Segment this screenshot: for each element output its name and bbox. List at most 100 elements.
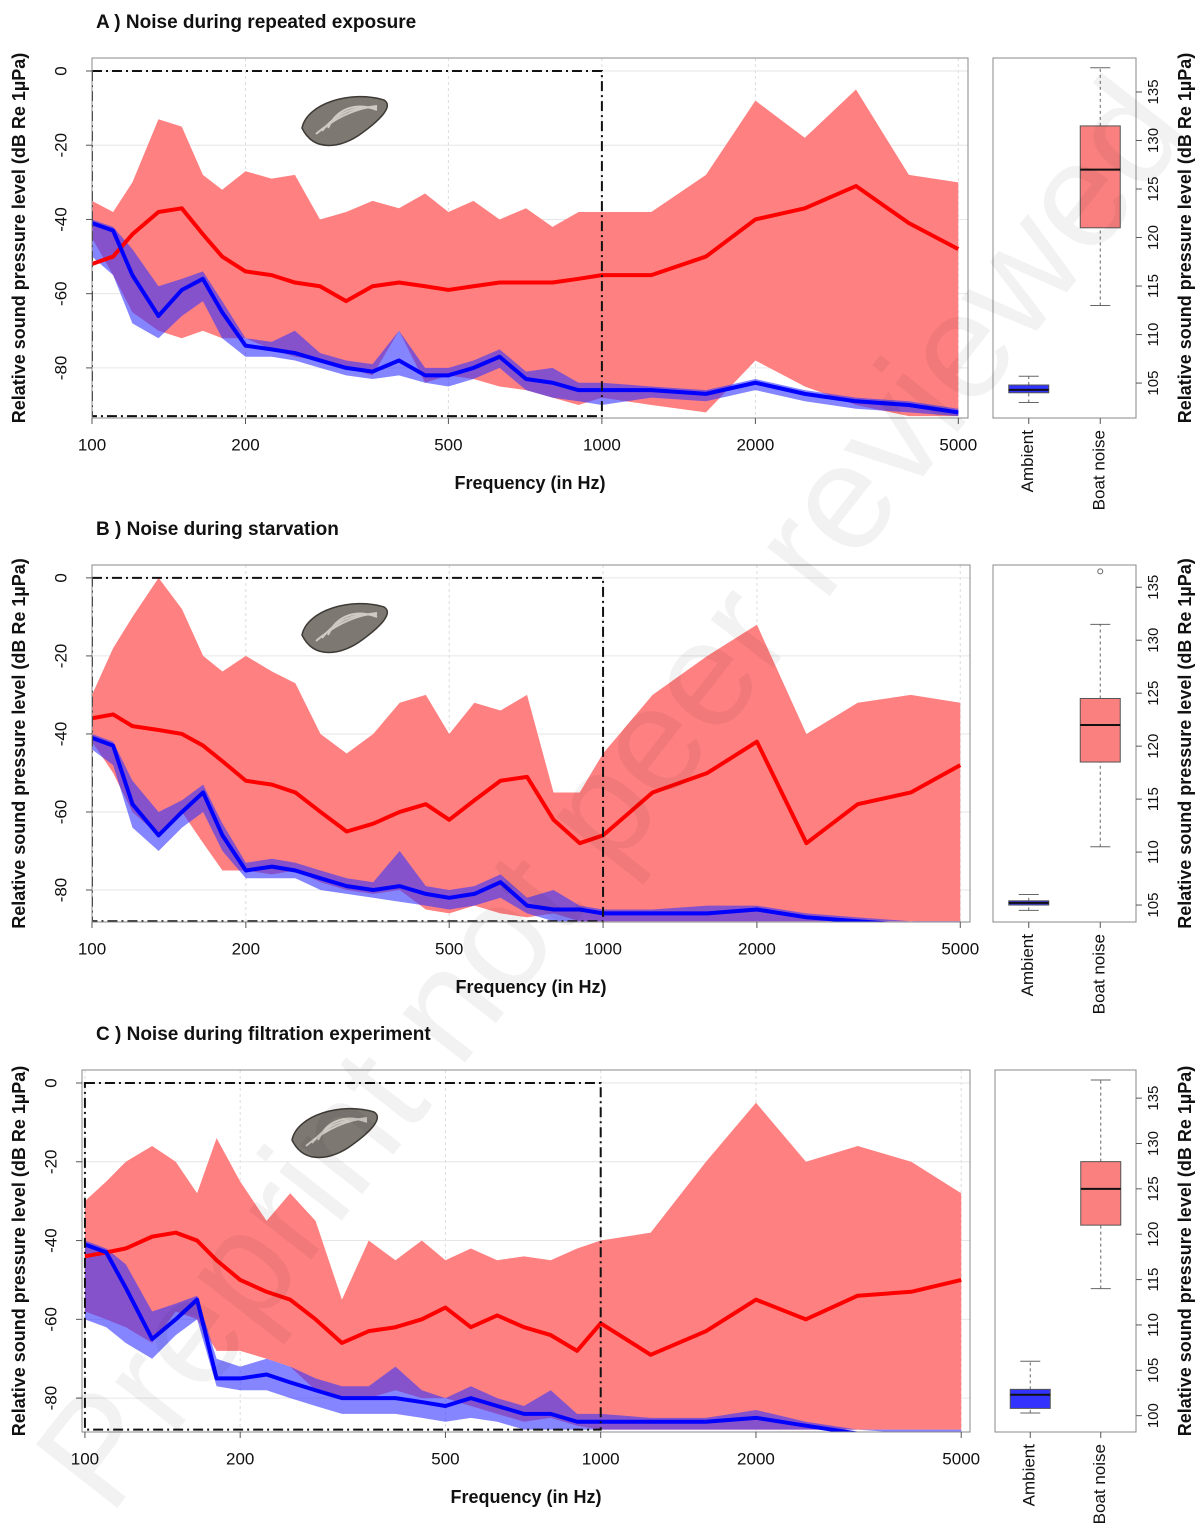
y-tick-label: -40 [51, 722, 70, 747]
y-tick-label: 100 [1145, 1403, 1162, 1428]
x-tick-label: Boat noise [1090, 1444, 1109, 1524]
x-tick-label: 2000 [737, 1449, 775, 1468]
y-axis-label: Relative sound pressure level (dB Re 1µP… [1175, 1066, 1195, 1437]
x-tick-label: 200 [232, 939, 260, 958]
x-tick-label: 100 [71, 1449, 99, 1468]
x-tick-label: Ambient [1018, 430, 1037, 493]
chart-title: A ) Noise during repeated exposure [96, 12, 416, 33]
band [84, 1102, 962, 1430]
y-tick-label: 105 [1145, 371, 1162, 396]
y-tick-label: -20 [41, 1149, 60, 1174]
plot-frame [992, 564, 1137, 923]
y-tick-label: 125 [1145, 176, 1162, 201]
x-tick-label: 1000 [582, 1449, 620, 1468]
x-tick-label: 500 [434, 435, 462, 454]
y-tick-label: 130 [1145, 128, 1162, 153]
mussel-stripe [327, 612, 378, 636]
x-tick-label: 100 [78, 435, 106, 454]
y-tick-label: 115 [1145, 1268, 1162, 1292]
chart-title: B ) Noise during starvation [96, 519, 339, 540]
x-tick-label: Boat noise [1090, 934, 1109, 1014]
y-tick-label: -40 [41, 1228, 60, 1253]
mean-line [92, 712, 962, 846]
y-tick-label: -60 [51, 281, 70, 306]
y-tick-label: 135 [1145, 79, 1162, 104]
plot-area [82, 1070, 970, 1432]
x-axis-label: Frequency (in Hz) [450, 1487, 601, 1507]
y-tick-label: 110 [1145, 840, 1162, 864]
y-tick-label: 105 [1145, 1358, 1162, 1383]
plot-area [92, 58, 968, 418]
plot-frame [81, 1069, 971, 1433]
y-tick-label: 120 [1145, 734, 1162, 759]
x-axis-label: Frequency (in Hz) [454, 473, 605, 493]
y-tick-label: 115 [1145, 787, 1162, 811]
y-axis-label: Relative sound pressure level (dB Re 1µP… [1175, 53, 1195, 424]
x-axis-label: Frequency (in Hz) [455, 977, 606, 997]
y-tick-label: 120 [1145, 225, 1162, 250]
mean-line [84, 1230, 962, 1357]
y-tick-label: -80 [41, 1386, 60, 1411]
plot-frame [91, 564, 971, 923]
mean-line [92, 735, 896, 922]
outlier [1097, 568, 1104, 575]
chart-title: C ) Noise during filtration experiment [96, 1024, 431, 1045]
y-tick-label: 135 [1145, 575, 1162, 600]
x-tick-label: 2000 [738, 939, 776, 958]
mussel-icon [301, 602, 389, 654]
y-axis-label: Relative sound pressure level (dB Re 1µP… [9, 558, 29, 929]
y-tick-label: 0 [51, 66, 70, 75]
x-tick-label: 5000 [941, 939, 979, 958]
highlight-box [92, 576, 605, 922]
y-tick-label: 105 [1145, 893, 1162, 918]
mean-line [92, 221, 959, 415]
x-tick-label: Ambient [1020, 1444, 1039, 1507]
highlight-box [83, 1081, 602, 1431]
y-tick-label: 0 [41, 1078, 60, 1087]
x-tick-label: Ambient [1018, 934, 1037, 997]
band [92, 577, 961, 922]
y-axis-label: Relative sound pressure level (dB Re 1µP… [1175, 558, 1195, 929]
y-tick-label: -60 [51, 800, 70, 825]
y-tick-label: 115 [1145, 274, 1162, 298]
plot-area [92, 565, 970, 922]
y-axis-label: Relative sound pressure level (dB Re 1µP… [9, 53, 29, 424]
y-tick-label: -20 [51, 133, 70, 158]
mean-line [92, 184, 960, 304]
y-tick-label: -80 [51, 356, 70, 381]
mean-line [84, 1242, 864, 1432]
mussel-icon [301, 95, 389, 147]
box [1080, 1161, 1122, 1226]
box [1009, 1388, 1051, 1409]
y-axis-label: Relative sound pressure level (dB Re 1µP… [9, 1066, 29, 1437]
band [84, 1240, 962, 1432]
band [92, 89, 959, 417]
x-tick-label: 5000 [939, 435, 977, 454]
mussel-stripe [327, 105, 378, 129]
y-tick-label: 125 [1145, 1176, 1162, 1201]
x-tick-label: 1000 [583, 435, 621, 454]
plot-frame [91, 57, 969, 419]
plot-frame [994, 1069, 1137, 1433]
y-tick-label: 0 [51, 573, 70, 582]
x-tick-label: 500 [435, 939, 463, 958]
y-tick-label: -60 [41, 1307, 60, 1332]
y-tick-label: -40 [51, 207, 70, 232]
y-tick-label: -20 [51, 644, 70, 669]
box [1079, 125, 1121, 229]
x-tick-label: 5000 [942, 1449, 980, 1468]
y-tick-label: 135 [1145, 1086, 1162, 1111]
y-tick-label: 125 [1145, 681, 1162, 706]
x-tick-label: 1000 [584, 939, 622, 958]
highlight-box [92, 69, 603, 418]
y-tick-label: 120 [1145, 1222, 1162, 1247]
y-tick-label: 110 [1145, 1313, 1162, 1337]
x-tick-label: 2000 [736, 435, 774, 454]
y-tick-label: 130 [1145, 628, 1162, 653]
y-tick-label: 110 [1145, 323, 1162, 347]
x-tick-label: 200 [226, 1449, 254, 1468]
y-tick-label: -80 [51, 878, 70, 903]
box [1079, 697, 1121, 763]
mussel-icon [291, 1107, 379, 1159]
